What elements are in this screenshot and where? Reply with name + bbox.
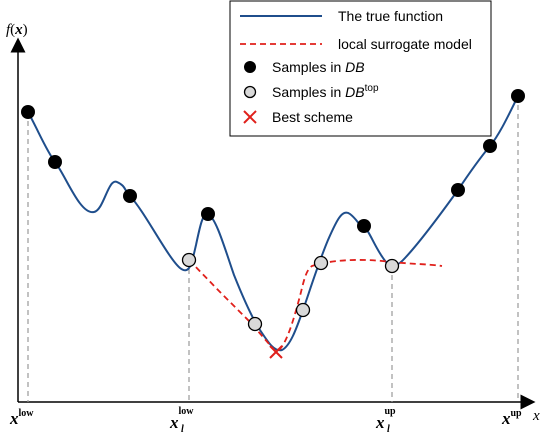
dbtop-samples bbox=[181, 252, 400, 332]
legend-true-function-label: The true function bbox=[338, 8, 443, 24]
legend-db-swatch bbox=[244, 61, 256, 73]
surrogate-curve bbox=[188, 259, 443, 354]
dbtop-sample-point bbox=[313, 255, 329, 271]
db-sample-point bbox=[483, 139, 497, 153]
y-axis-label: f(x) bbox=[6, 22, 28, 38]
dbtop-sample-point bbox=[384, 258, 400, 274]
db-sample-point bbox=[123, 189, 137, 203]
db-sample-point bbox=[451, 183, 465, 197]
db-sample-point bbox=[21, 105, 35, 119]
legend-surrogate-label: local surrogate model bbox=[338, 36, 472, 52]
tick-xl-low-sub: l bbox=[181, 424, 184, 432]
db-samples bbox=[21, 89, 525, 233]
db-sample-point bbox=[48, 155, 62, 169]
dbtop-sample-point bbox=[295, 302, 311, 318]
tick-x-up: xup bbox=[501, 408, 522, 428]
tick-xl-up: xup bbox=[375, 406, 396, 432]
true-function-curve bbox=[27, 95, 519, 352]
legend-dbtop-swatch bbox=[243, 85, 257, 99]
tick-xl-low: xlow bbox=[169, 406, 194, 432]
dbtop-sample-point bbox=[181, 252, 197, 268]
db-sample-point bbox=[201, 207, 215, 221]
x-axis-label: x bbox=[532, 408, 540, 424]
legend-dbtop-label: Samples in DBtop bbox=[272, 83, 379, 100]
legend-best-swatch bbox=[243, 110, 257, 124]
x-tick-labels: xlow xlow l xup l xup bbox=[9, 406, 522, 432]
tick-x-low: xlow bbox=[9, 408, 34, 428]
tick-xl-up-sub: l bbox=[387, 424, 390, 432]
dbtop-sample-point bbox=[247, 316, 263, 332]
best-scheme-marker bbox=[269, 345, 283, 359]
legend: The true function local surrogate model … bbox=[229, 0, 492, 137]
legend-box bbox=[229, 0, 492, 137]
legend-db-label: Samples in DB bbox=[272, 59, 365, 75]
db-sample-point bbox=[357, 219, 371, 233]
db-sample-point bbox=[511, 89, 525, 103]
guide-lines bbox=[27, 96, 519, 402]
legend-best-label: Best scheme bbox=[272, 109, 353, 125]
